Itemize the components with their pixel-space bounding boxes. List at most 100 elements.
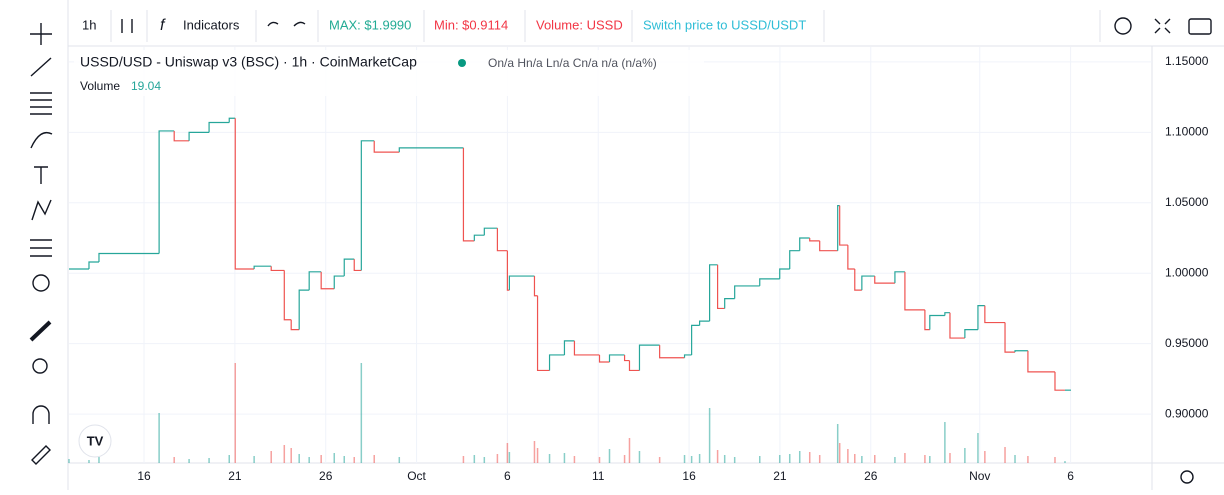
volume-bar bbox=[373, 455, 375, 463]
price-step bbox=[508, 275, 535, 291]
max-label: MAX: $1.9990 bbox=[329, 17, 411, 32]
candle-icon[interactable] bbox=[121, 19, 133, 33]
volume-bar bbox=[861, 456, 863, 463]
price-step bbox=[837, 205, 840, 251]
volume-bar bbox=[759, 456, 761, 463]
price-step bbox=[874, 276, 895, 284]
emoji-icon[interactable] bbox=[32, 274, 50, 292]
brush-icon[interactable] bbox=[30, 131, 53, 149]
price-step bbox=[623, 354, 630, 362]
price-step bbox=[536, 295, 550, 372]
lock-icon[interactable] bbox=[31, 445, 51, 465]
price-step bbox=[496, 228, 508, 252]
volume-bar bbox=[88, 460, 90, 463]
volume-bar bbox=[874, 455, 876, 463]
x-tick-label: 26 bbox=[864, 469, 878, 483]
volume-bar bbox=[360, 363, 363, 463]
text-icon[interactable] bbox=[34, 166, 48, 184]
axis-settings-icon[interactable] bbox=[1180, 470, 1194, 484]
x-tick-label: Oct bbox=[407, 469, 426, 483]
price-step bbox=[320, 271, 335, 290]
volume-bar bbox=[398, 457, 401, 463]
volume-bar bbox=[944, 422, 946, 463]
price-step bbox=[253, 265, 272, 270]
volume-bar bbox=[788, 454, 791, 463]
x-tick-label: 16 bbox=[682, 469, 696, 483]
price-step bbox=[506, 250, 510, 291]
volume-bar bbox=[658, 457, 661, 463]
indicators-button[interactable]: Indicators bbox=[183, 17, 240, 32]
price-step bbox=[977, 305, 985, 330]
x-tick-label: 21 bbox=[228, 469, 242, 483]
pattern-icon[interactable] bbox=[31, 199, 52, 221]
price-step bbox=[964, 328, 978, 339]
logo[interactable] bbox=[78, 424, 112, 458]
price-step bbox=[1014, 350, 1028, 353]
price-step bbox=[188, 131, 210, 141]
volume-bar bbox=[818, 455, 821, 463]
price-step bbox=[984, 305, 1006, 324]
price-step bbox=[563, 340, 575, 355]
x-tick-label: 21 bbox=[773, 469, 787, 483]
fullscreen-icon[interactable] bbox=[1154, 18, 1171, 34]
undo-icon[interactable] bbox=[267, 21, 279, 27]
ruler-icon[interactable] bbox=[29, 320, 52, 342]
price-step bbox=[847, 245, 855, 270]
x-tick-label: 26 bbox=[319, 469, 333, 483]
price-step bbox=[924, 309, 930, 331]
price-step bbox=[949, 312, 965, 339]
price-step bbox=[724, 298, 735, 309]
volume-bar bbox=[283, 445, 286, 463]
price-step bbox=[608, 354, 625, 362]
price-step bbox=[462, 147, 475, 242]
price-step bbox=[734, 285, 760, 299]
settings-icon[interactable] bbox=[1114, 17, 1132, 35]
price-step bbox=[809, 238, 820, 242]
price-step bbox=[779, 268, 790, 279]
x-tick-label: 6 bbox=[504, 469, 511, 483]
volume-bar bbox=[462, 456, 465, 463]
prediction-icon[interactable] bbox=[30, 239, 52, 257]
price-step bbox=[789, 250, 800, 270]
zoom-icon[interactable] bbox=[32, 358, 48, 374]
volume-bar bbox=[924, 455, 926, 463]
price-step bbox=[1027, 350, 1055, 373]
price-step bbox=[208, 121, 230, 133]
volume-bar bbox=[253, 456, 255, 463]
volume-bar bbox=[320, 455, 322, 463]
crosshair-icon[interactable] bbox=[30, 23, 52, 45]
volume-bar bbox=[483, 457, 486, 463]
redo-icon[interactable] bbox=[293, 21, 306, 27]
fx-icon[interactable]: f bbox=[160, 17, 166, 34]
volume-bar bbox=[1054, 457, 1056, 463]
price-step bbox=[158, 130, 175, 254]
price-step bbox=[298, 289, 310, 330]
volume-bar bbox=[1027, 456, 1029, 463]
volume-legend: Volume bbox=[80, 79, 120, 93]
price-step bbox=[173, 130, 190, 142]
fib-icon[interactable] bbox=[30, 92, 52, 115]
volume-bar bbox=[778, 455, 781, 463]
y-tick-label: 0.90000 bbox=[1165, 406, 1209, 420]
volume-bar bbox=[234, 363, 236, 463]
volume-bar bbox=[977, 433, 979, 463]
volume-bar bbox=[628, 438, 631, 463]
volume-bar bbox=[929, 456, 931, 463]
volume-bar bbox=[683, 455, 686, 463]
price-step bbox=[638, 344, 660, 371]
volume-bar bbox=[608, 449, 611, 463]
switch-button[interactable]: Switch price to USSD/USDT bbox=[643, 17, 806, 32]
volume-button[interactable]: Volume: USSD bbox=[536, 17, 623, 32]
magnet-icon[interactable] bbox=[32, 405, 50, 424]
x-tick-label: Nov bbox=[969, 469, 990, 483]
volume-bar bbox=[1064, 461, 1066, 463]
screenshot-icon[interactable] bbox=[1188, 18, 1212, 35]
volume-bar bbox=[838, 443, 841, 463]
price-step bbox=[308, 271, 322, 291]
volume-bar bbox=[894, 457, 896, 463]
line-icon[interactable] bbox=[30, 57, 52, 77]
y-tick-label: 1.10000 bbox=[1165, 125, 1209, 139]
price-step bbox=[717, 264, 725, 310]
interval-button[interactable]: 1h bbox=[82, 17, 96, 32]
